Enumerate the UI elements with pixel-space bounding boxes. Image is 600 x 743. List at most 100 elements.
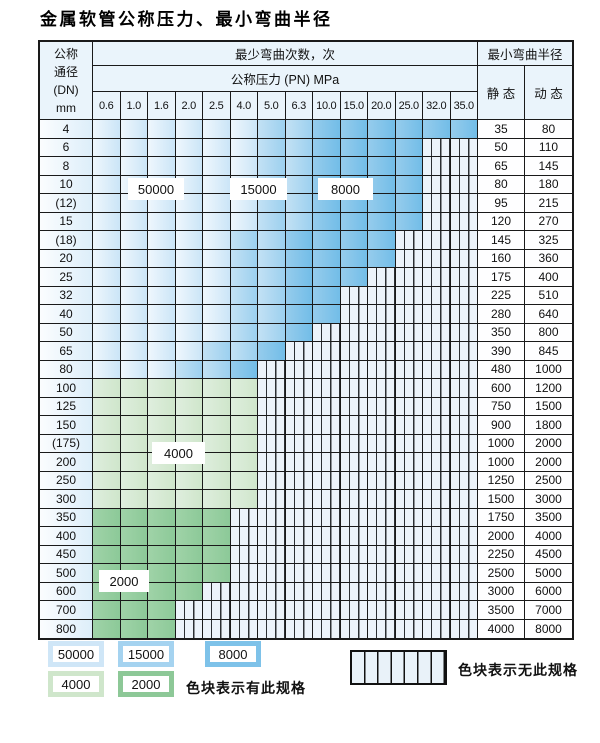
spec-cell	[285, 582, 313, 601]
spec-cell	[285, 305, 313, 324]
spec-cell	[450, 342, 478, 361]
static-value: 3000	[478, 582, 525, 601]
spec-cell	[93, 508, 121, 527]
spec-cell	[148, 342, 176, 361]
spec-cell	[93, 323, 121, 342]
spec-cell	[450, 120, 478, 139]
spec-cell	[120, 268, 148, 287]
spec-cell	[230, 582, 258, 601]
spec-cell	[175, 323, 203, 342]
spec-cell	[120, 379, 148, 398]
spec-cell	[120, 249, 148, 268]
spec-cell	[313, 360, 341, 379]
static-value: 145	[478, 231, 525, 250]
static-value: 280	[478, 305, 525, 324]
spec-cell	[450, 397, 478, 416]
spec-cell	[313, 268, 341, 287]
spec-cell	[285, 564, 313, 583]
spec-cell	[395, 323, 423, 342]
spec-cell	[93, 379, 121, 398]
spec-cell	[120, 490, 148, 509]
static-value: 1250	[478, 471, 525, 490]
spec-cell	[93, 212, 121, 231]
legend-no-spec-text: 色块表示无此规格	[458, 662, 578, 678]
spec-cell	[258, 601, 286, 620]
spec-cell	[368, 453, 396, 472]
static-value: 175	[478, 268, 525, 287]
spec-cell	[368, 416, 396, 435]
spec-cell	[93, 231, 121, 250]
spec-cell	[340, 434, 368, 453]
zone-label-2000: 2000	[99, 570, 149, 592]
spec-cell	[340, 268, 368, 287]
dynamic-value: 1000	[525, 360, 572, 379]
dynamic-value: 7000	[525, 601, 572, 620]
dynamic-header: 动 态	[525, 66, 572, 120]
dynamic-value: 325	[525, 231, 572, 250]
spec-cell	[203, 323, 231, 342]
spec-cell	[313, 471, 341, 490]
spec-cell	[368, 379, 396, 398]
spec-cell	[203, 397, 231, 416]
spec-cell	[423, 527, 451, 546]
spec-cell	[313, 397, 341, 416]
spec-cell	[450, 268, 478, 287]
spec-cell	[368, 527, 396, 546]
spec-cell	[450, 379, 478, 398]
spec-cell	[230, 212, 258, 231]
dynamic-value: 800	[525, 323, 572, 342]
row-label: 500	[40, 564, 93, 583]
spec-cell	[395, 342, 423, 361]
spec-cell	[285, 471, 313, 490]
spec-cell	[258, 527, 286, 546]
spec-cell	[285, 323, 313, 342]
spec-cell	[148, 379, 176, 398]
spec-cell	[230, 619, 258, 638]
spec-cell	[395, 490, 423, 509]
spec-cell	[203, 582, 231, 601]
spec-cell	[175, 138, 203, 157]
spec-cell	[423, 471, 451, 490]
spec-cell	[175, 157, 203, 176]
spec-cell	[368, 582, 396, 601]
dynamic-value: 1200	[525, 379, 572, 398]
spec-cell	[423, 490, 451, 509]
spec-cell	[120, 323, 148, 342]
spec-cell	[395, 138, 423, 157]
spec-cell	[340, 564, 368, 583]
spec-cell	[285, 249, 313, 268]
spec-cell	[230, 564, 258, 583]
zone-label-8000: 8000	[318, 178, 373, 200]
spec-cell	[423, 120, 451, 139]
spec-cell	[203, 490, 231, 509]
spec-cell	[93, 360, 121, 379]
row-label: (12)	[40, 194, 93, 213]
row-label: 8	[40, 157, 93, 176]
legend-swatch-label: 4000	[53, 676, 99, 692]
spec-cell	[285, 619, 313, 638]
spec-cell	[450, 175, 478, 194]
spec-cell	[258, 471, 286, 490]
spec-cell	[175, 416, 203, 435]
pressure-header: 4.0	[230, 92, 258, 120]
spec-cell	[313, 249, 341, 268]
spec-cell	[395, 545, 423, 564]
spec-cell	[258, 249, 286, 268]
spec-cell	[423, 453, 451, 472]
spec-cell	[258, 379, 286, 398]
spec-cell	[203, 508, 231, 527]
spec-cell	[175, 379, 203, 398]
spec-cell	[313, 157, 341, 176]
row-label: 65	[40, 342, 93, 361]
spec-cell	[340, 212, 368, 231]
row-label: 25	[40, 268, 93, 287]
spec-cell	[285, 508, 313, 527]
row-label: (18)	[40, 231, 93, 250]
spec-cell	[230, 342, 258, 361]
spec-cell	[258, 342, 286, 361]
spec-cell	[395, 564, 423, 583]
row-label: 6	[40, 138, 93, 157]
row-label: 20	[40, 249, 93, 268]
spec-cell	[175, 268, 203, 287]
spec-cell	[450, 453, 478, 472]
